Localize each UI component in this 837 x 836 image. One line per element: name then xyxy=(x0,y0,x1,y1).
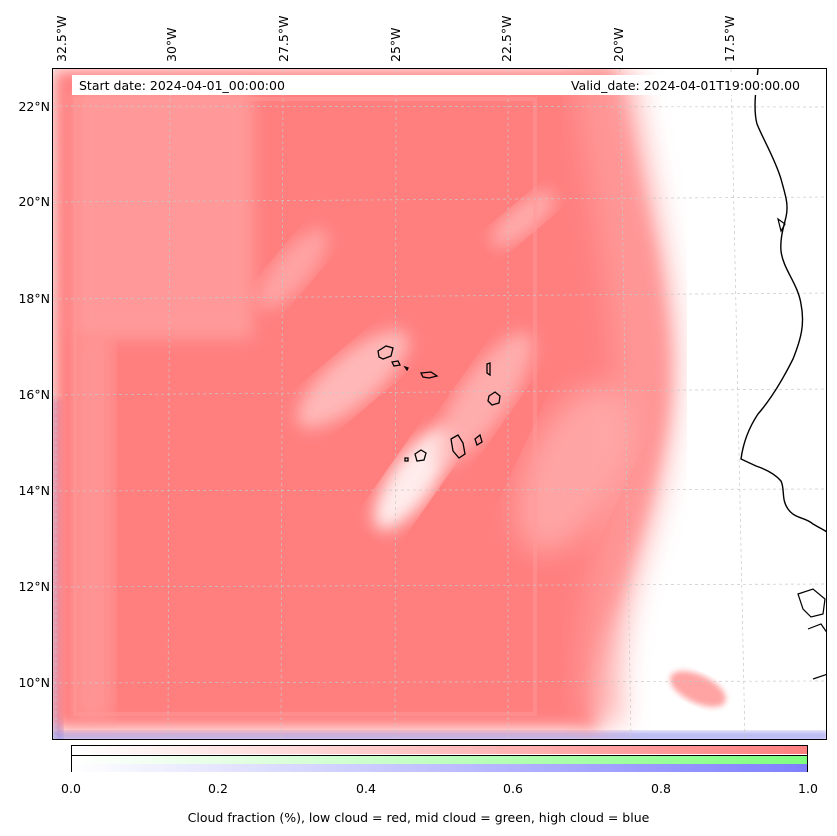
cloud-fraction-map xyxy=(52,68,827,740)
lon-tick-label: 27.5°W xyxy=(276,15,291,62)
start-date-label: Start date: 2024-04-01_00:00:00 xyxy=(79,78,285,93)
colorbar xyxy=(71,745,808,772)
lon-tick-label: 20°W xyxy=(611,27,626,62)
lat-tick-label: 22°N xyxy=(18,99,50,114)
african-coastline xyxy=(740,69,826,533)
lat-tick-label: 18°N xyxy=(18,291,50,306)
lon-tick-label: 30°W xyxy=(164,27,179,62)
colorbar-tick: 1.0 xyxy=(798,781,818,796)
low-cloud-field xyxy=(53,69,726,729)
african-coastline xyxy=(777,217,826,680)
colorbar-label: Cloud fraction (%), low cloud = red, mid… xyxy=(187,810,650,825)
lon-tick-label: 25°W xyxy=(388,27,403,62)
lat-tick-label: 14°N xyxy=(18,483,50,498)
map-canvas xyxy=(53,69,826,739)
colorbar-high-cloud xyxy=(72,764,807,772)
colorbar-low-cloud xyxy=(72,746,807,754)
colorbar-tick: 0.0 xyxy=(61,781,81,796)
high-cloud-edge xyxy=(53,731,826,739)
lat-tick-label: 20°N xyxy=(18,194,50,209)
valid-date-label: Valid_date: 2024-04-01T19:00:00.00 xyxy=(570,78,800,93)
colorbar-tick: 0.2 xyxy=(208,781,228,796)
colorbar-tick: 0.4 xyxy=(356,781,376,796)
lon-tick-label: 17.5°W xyxy=(722,15,737,62)
cape-verde-islands xyxy=(377,345,501,462)
lat-tick-label: 16°N xyxy=(18,387,50,402)
date-header-bar xyxy=(72,75,807,95)
colorbar-tick: 0.6 xyxy=(503,781,523,796)
colorbar-tick: 0.8 xyxy=(651,781,671,796)
lon-tick-label: 32.5°W xyxy=(54,15,69,62)
lat-tick-label: 12°N xyxy=(18,579,50,594)
lon-tick-label: 22.5°W xyxy=(499,15,514,62)
graticule xyxy=(53,69,826,739)
lat-tick-label: 10°N xyxy=(18,675,50,690)
